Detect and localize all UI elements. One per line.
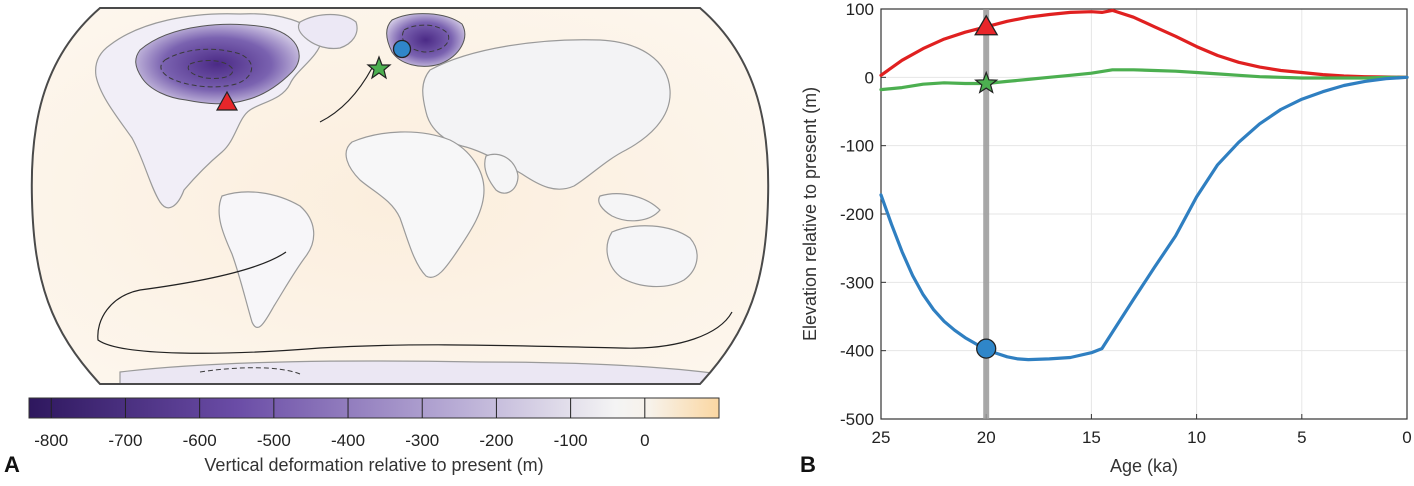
laurentide-ice-sheet: [135, 23, 300, 105]
maritime-se-asia: [598, 193, 661, 222]
ice-contour: [402, 24, 450, 53]
series-line-triangle: [879, 8, 1409, 79]
zero-deformation-contour: [97, 251, 733, 354]
antarctica-landmass: [119, 360, 721, 384]
colorbar-tick-label: 0: [640, 431, 649, 450]
chart-marker-circle: [976, 338, 997, 359]
y-tick-label: -500: [840, 410, 874, 429]
eurasia-landmass: [422, 39, 671, 190]
chart-tick-labels: 25 20 15 10 5 0 100 0 -100 -200 -300 -400 -500: [840, 0, 1412, 447]
y-tick-label: -300: [840, 273, 874, 292]
panel-label-b: B: [800, 452, 816, 477]
chart-marker-triangle: [974, 14, 999, 36]
y-tick-label: -100: [840, 137, 874, 156]
ice-contour: [187, 60, 234, 79]
africa-landmass: [345, 131, 485, 278]
x-tick-label: 20: [977, 428, 996, 447]
arabia: [484, 153, 519, 194]
map-body: [31, 8, 769, 384]
ice-contour: [199, 367, 301, 375]
south-america-landmass: [218, 191, 315, 328]
zero-deformation-contour: [319, 67, 373, 123]
australia-landmass: [606, 225, 698, 288]
y-tick-label: -400: [840, 342, 874, 361]
map-marker-star: [366, 55, 392, 80]
colorbar-tick-label: -800: [34, 431, 68, 450]
map-marker-triangle: [215, 90, 239, 111]
series-line-circle: [879, 75, 1409, 362]
chart-panel: 25 20 15 10 5 0 100 0 -100 -200 -300 -400 -500 Age (…: [800, 0, 1412, 476]
greenland: [297, 13, 358, 50]
y-tick-label: 100: [846, 0, 874, 19]
x-axis-label: Age (ka): [1110, 456, 1178, 476]
colorbar-ticks: -800 -700 -600 -500 -400 -300 -200 -100 0: [34, 398, 650, 450]
x-tick-label: 10: [1187, 428, 1206, 447]
colorbar-fill: [28, 397, 720, 419]
ice-contour: [160, 48, 252, 88]
colorbar-tick-label: -100: [554, 431, 588, 450]
colorbar-tick-label: -600: [183, 431, 217, 450]
y-tick-label: 0: [865, 68, 874, 87]
colorbar-tick-label: -400: [331, 431, 365, 450]
series-line-star: [879, 68, 1409, 92]
x-tick-label: 5: [1297, 428, 1306, 447]
y-axis-label: Elevation relative to present (m): [800, 87, 820, 341]
chart-markers: [974, 14, 999, 359]
x-tick-label: 25: [872, 428, 891, 447]
colorbar-tick-label: -200: [479, 431, 513, 450]
x-tick-label: 15: [1082, 428, 1101, 447]
colorbar-tick-label: -700: [108, 431, 142, 450]
panel-label-a: A: [4, 452, 20, 477]
colorbar-label: Vertical deformation relative to present…: [204, 455, 543, 475]
colorbar: -800 -700 -600 -500 -400 -300 -200 -100 0 Vertic…: [28, 397, 720, 475]
map-panel: [30, 7, 770, 385]
x-tick-label: 0: [1402, 428, 1411, 447]
y-tick-label: -200: [840, 205, 874, 224]
colorbar-tick-label: -500: [257, 431, 291, 450]
colorbar-tick-label: -300: [405, 431, 439, 450]
map-marker-circle: [392, 39, 412, 59]
map-frame: [30, 7, 770, 385]
chart-series: [879, 8, 1409, 362]
chart-marker-star: [974, 70, 999, 94]
